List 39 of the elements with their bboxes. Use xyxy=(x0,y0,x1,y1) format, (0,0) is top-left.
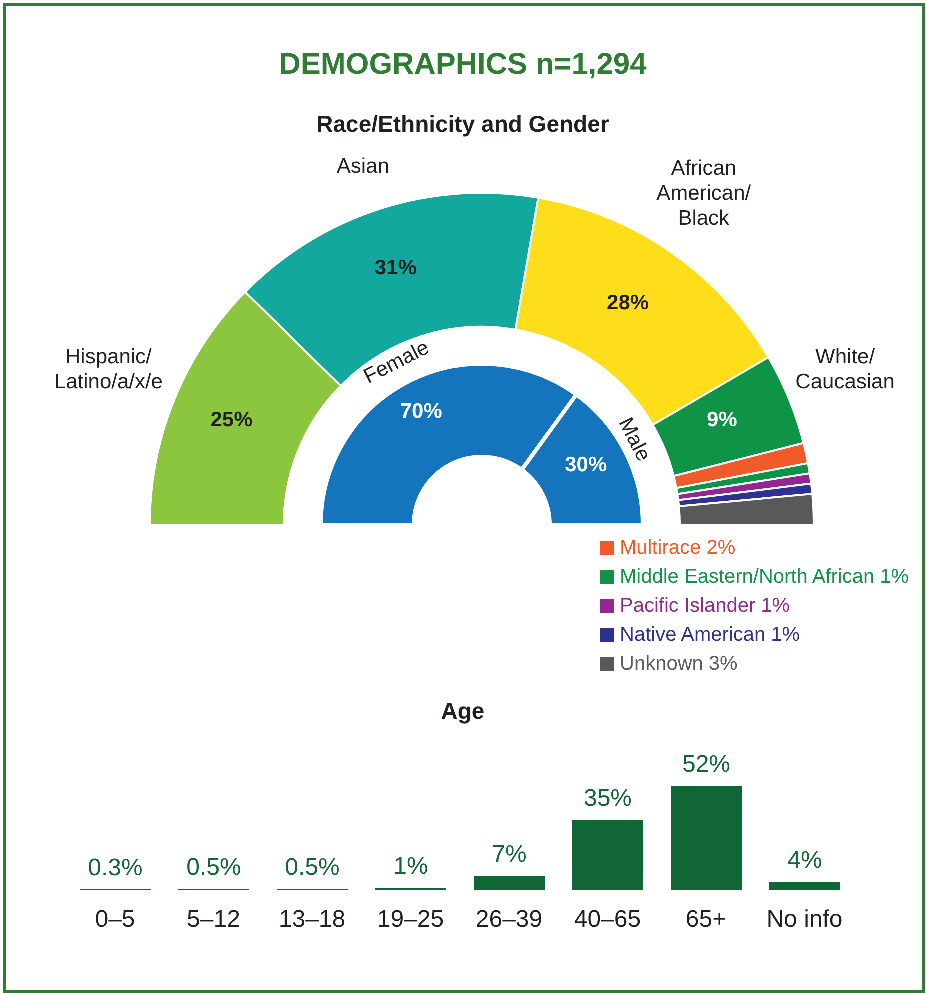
data-label: 70% xyxy=(400,399,443,422)
data-label: 9% xyxy=(707,408,738,432)
x-tick-label: 19–25 xyxy=(377,906,444,934)
data-label: 30% xyxy=(565,452,608,476)
data-label: 35% xyxy=(584,785,632,812)
legend-label: Multirace 2% xyxy=(620,537,736,559)
x-tick-label: 26–39 xyxy=(476,906,543,934)
x-tick-label: 13–18 xyxy=(278,906,346,934)
data-label: 52% xyxy=(682,751,731,778)
data-label: 0.5% xyxy=(186,854,242,881)
data-label: 1% xyxy=(394,853,428,880)
data-label: 4% xyxy=(788,847,822,874)
slice-label: African American/ Black xyxy=(656,156,752,230)
data-label: 31% xyxy=(374,256,418,280)
x-tick-label: 5–12 xyxy=(187,906,240,934)
x-tick-label: No info xyxy=(766,906,843,934)
slice-label: Asian xyxy=(336,154,390,178)
data-label: 0.3% xyxy=(88,854,143,882)
data-label: 0.5% xyxy=(285,854,340,881)
chart-title: Age xyxy=(440,698,486,725)
x-tick-label: 40–65 xyxy=(574,906,642,934)
legend-label: Middle Eastern/North African 1% xyxy=(620,566,910,588)
bar xyxy=(572,820,644,890)
bar xyxy=(770,882,840,890)
legend-label: Unknown 3% xyxy=(620,653,738,675)
bar xyxy=(671,786,742,890)
legend-label: Pacific Islander 1% xyxy=(620,595,790,617)
slice-label: White/ Caucasian xyxy=(796,345,895,394)
chart-subtitle: Race/Ethnicity and Gender xyxy=(316,111,610,138)
slice-label: Hispanic/ Latino/a/x/e xyxy=(54,345,164,394)
data-label: 7% xyxy=(492,841,527,868)
bar xyxy=(474,876,545,890)
slice-label: Male xyxy=(614,414,656,466)
x-tick-label: 65+ xyxy=(686,906,727,934)
data-label: 25% xyxy=(210,408,254,432)
chart-title: DEMOGRAPHICS n=1,294 xyxy=(278,48,648,82)
legend-label: Native American 1% xyxy=(620,624,800,646)
x-tick-label: 0–5 xyxy=(95,906,136,934)
data-label: 28% xyxy=(607,290,650,314)
